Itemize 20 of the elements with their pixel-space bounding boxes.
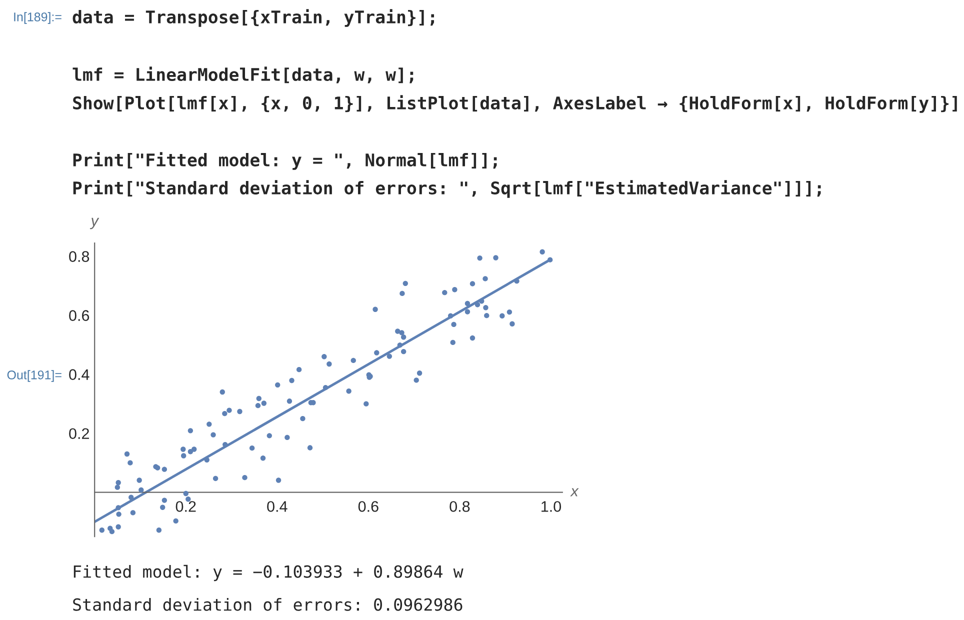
x-tick-label: 0.4 — [267, 501, 288, 512]
text: data = Transpose[{xTrain, yTrain}]; — [72, 9, 434, 27]
x-tick-label: 0.8 — [450, 501, 470, 512]
y-tick-label: 0.2 — [69, 428, 89, 440]
x-axis-title: x — [570, 488, 579, 496]
text: Show[Plot[lmf[x], {x, 0, 1}], ListPlot[data], AxesLabel → {HoldForm[x], HoldForm[y]}] — [73, 95, 957, 113]
text: In[189]:= — [14, 12, 62, 24]
text: Fitted model: y = −0.103933 + 0.89864 w — [74, 564, 464, 582]
text: Print["Standard deviation of errors: ", Sqrt[lmf["EstimatedVariance"]]]; — [73, 180, 821, 198]
x-tick-label: 0.2 — [176, 501, 196, 512]
text: Out[191]= — [7, 370, 62, 382]
x-tick-label: 1.0 — [542, 501, 562, 512]
text: Standard deviation of errors: 0.0962986 — [73, 598, 462, 611]
text: Print["Fitted model: y = ", Normal[lmf]]; — [73, 152, 497, 170]
text: lmf = LinearModelFit[data, w, w]; — [72, 66, 414, 84]
y-tick-label: 0.8 — [69, 251, 90, 262]
y-axis-title: y — [90, 218, 100, 230]
y-tick-label: 0.6 — [69, 310, 90, 321]
y-tick-label: 0.4 — [69, 369, 90, 380]
x-tick-label: 0.6 — [358, 501, 378, 512]
